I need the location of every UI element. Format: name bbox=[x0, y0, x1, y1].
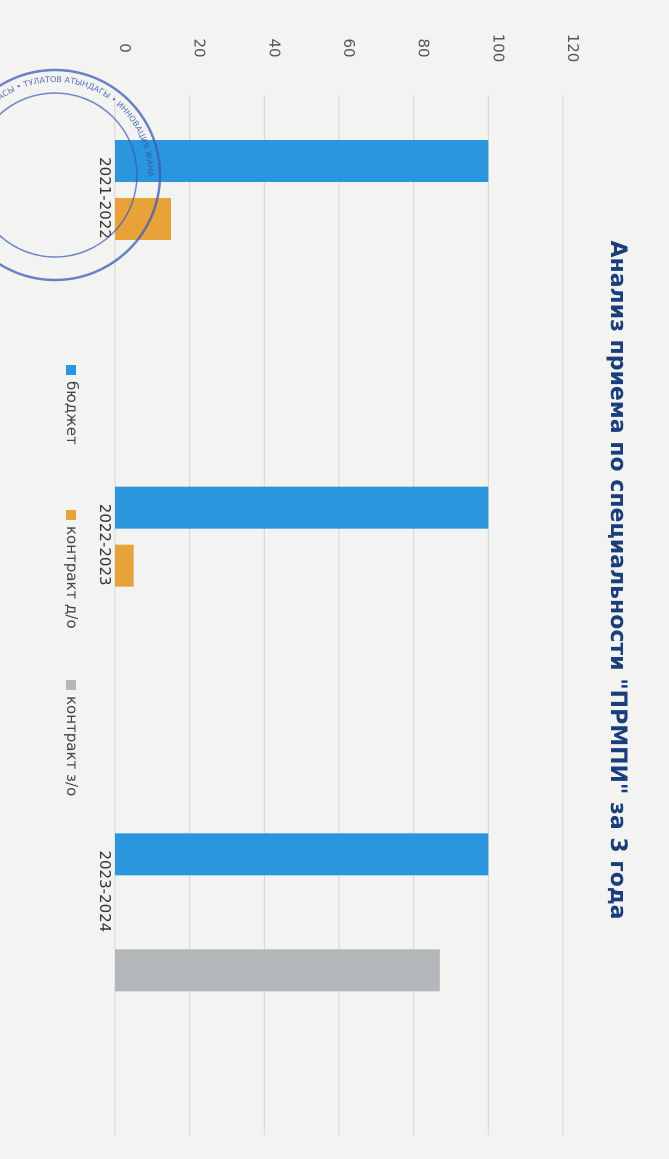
y-axis-ticks: 0 20 40 60 80 100 120 bbox=[116, 34, 582, 63]
legend-swatch bbox=[66, 510, 76, 520]
y-tick-label: 100 bbox=[489, 34, 507, 63]
legend: бюджет контракт д/о контракт з/о bbox=[63, 365, 81, 796]
legend-swatch bbox=[66, 680, 76, 690]
legend-label: бюджет bbox=[63, 381, 81, 445]
bar-бюджет-2023-2024 bbox=[115, 833, 489, 876]
bar-бюджет-2021-2022 bbox=[115, 140, 489, 182]
category-label: 2023-2024 bbox=[96, 850, 114, 932]
category-label: 2021-2022 bbox=[96, 157, 114, 239]
gridlines bbox=[114, 95, 564, 1135]
bar-контракт-з-о-2023-2024 bbox=[115, 949, 440, 992]
y-tick-label: 20 bbox=[191, 38, 209, 57]
legend-label: контракт д/о bbox=[63, 526, 81, 629]
y-tick-label: 120 bbox=[564, 34, 582, 63]
legend-label: контракт з/о bbox=[63, 696, 81, 796]
chart-title: Анализ приема по специальности "ПРМПИ" з… bbox=[605, 240, 630, 919]
category-labels: 2021-2022 2022-2023 2023-2024 bbox=[96, 157, 114, 932]
bar-бюджет-2022-2023 bbox=[115, 486, 489, 529]
y-tick-label: 0 bbox=[116, 43, 134, 53]
y-tick-label: 80 bbox=[415, 38, 433, 57]
bar-контракт-д-о-2022-2023 bbox=[115, 544, 134, 587]
y-tick-label: 40 bbox=[265, 38, 283, 57]
legend-swatch bbox=[66, 365, 76, 375]
bars bbox=[115, 140, 489, 992]
y-tick-label: 60 bbox=[340, 38, 358, 57]
category-label: 2022-2023 bbox=[96, 504, 114, 586]
